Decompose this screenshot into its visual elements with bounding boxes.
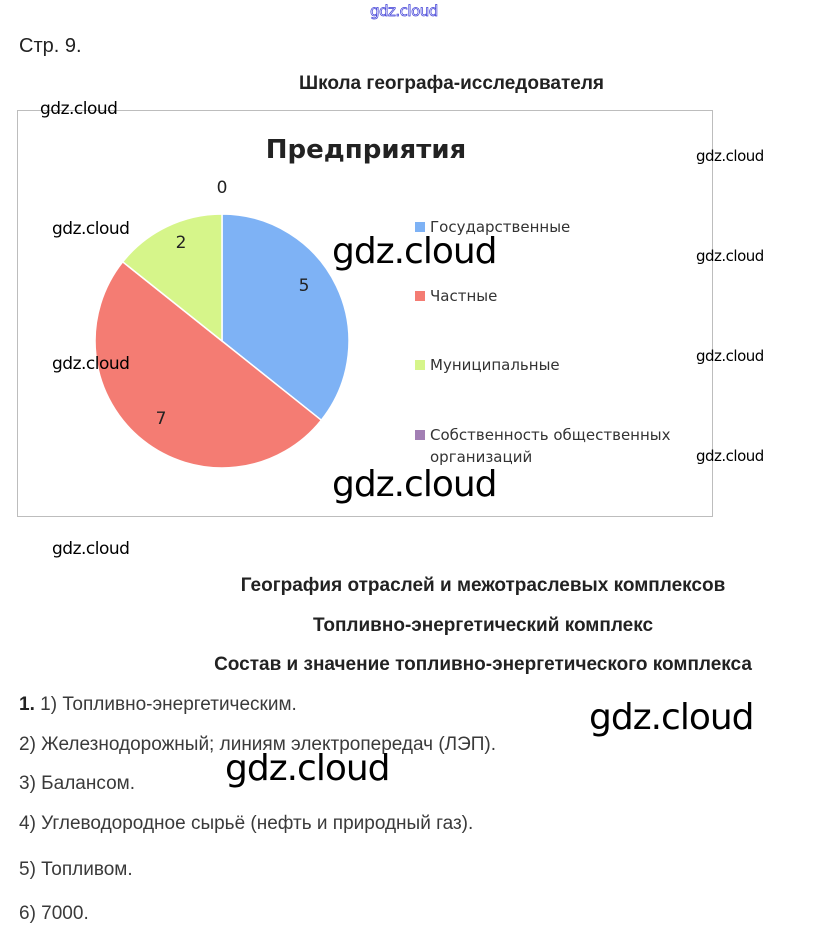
watermark: gdz.cloud	[696, 247, 764, 265]
answer-6: 6) 7000.	[19, 903, 89, 924]
data-label: 7	[156, 409, 167, 429]
legend-label: Частные	[430, 287, 498, 305]
heading-2: Топливно-энергетический комплекс	[312, 615, 654, 636]
answer-2: 2) Железнодорожный; линиям электропереда…	[19, 734, 497, 755]
legend-swatch	[415, 360, 425, 370]
watermark: gdz.cloud	[332, 464, 498, 505]
watermark: gdz.cloud	[225, 748, 391, 789]
watermark: gdz.cloud	[696, 147, 764, 165]
legend-item-municipal: Муниципальные	[415, 354, 560, 376]
data-label: 2	[176, 233, 187, 253]
data-label: 0	[217, 178, 228, 198]
watermark: gdz.cloud	[52, 219, 130, 239]
watermark: gdz.cloud	[52, 539, 130, 559]
legend-swatch	[415, 291, 425, 301]
answer-1: 1) Топливно-энергетическим.	[40, 694, 297, 715]
section-title: Школа географа-исследователя	[299, 73, 604, 94]
chart-title: Предприятия	[265, 135, 467, 165]
watermark: gdz.cloud	[52, 354, 130, 374]
legend-item-state: Государственные	[415, 216, 571, 238]
pie-slice-1	[94, 260, 323, 469]
pie-slice-0	[221, 213, 350, 422]
legend-swatch	[415, 222, 425, 232]
watermark: gdz.cloud	[332, 231, 498, 272]
task-number: 1.	[19, 694, 35, 715]
heading-1: География отраслей и межотраслевых компл…	[240, 575, 726, 596]
data-label: 5	[299, 276, 310, 296]
legend-label: Государственные	[430, 218, 571, 236]
legend-label: Собственность общественных организаций	[430, 426, 671, 466]
watermark: gdz.cloud	[696, 447, 764, 465]
legend-item-private: Частные	[415, 285, 498, 307]
answer-3: 3) Балансом.	[19, 773, 135, 794]
legend-item-public-org: Собственность общественных организаций	[415, 424, 690, 468]
watermark: gdz.cloud	[696, 347, 764, 365]
answer-5: 5) Топливом.	[19, 859, 133, 880]
watermark: gdz.cloud	[40, 99, 118, 119]
pie-svg: 5 7 2 0	[94, 178, 350, 469]
pie-chart: Предприятия 5 7 2 0 Государственные Частные…	[17, 110, 713, 517]
heading-3: Состав и значение топливно-энергетическо…	[214, 654, 752, 675]
watermark: gdz.cloud	[589, 697, 755, 738]
answer-4: 4) Углеводородное сырьё (нефть и природн…	[19, 813, 474, 834]
legend-swatch	[415, 430, 425, 440]
page-label: Стр. 9.	[19, 35, 82, 57]
legend-label: Муниципальные	[430, 356, 560, 374]
pie-slice-2	[121, 213, 223, 343]
watermark: gdz.cloud	[370, 2, 439, 21]
